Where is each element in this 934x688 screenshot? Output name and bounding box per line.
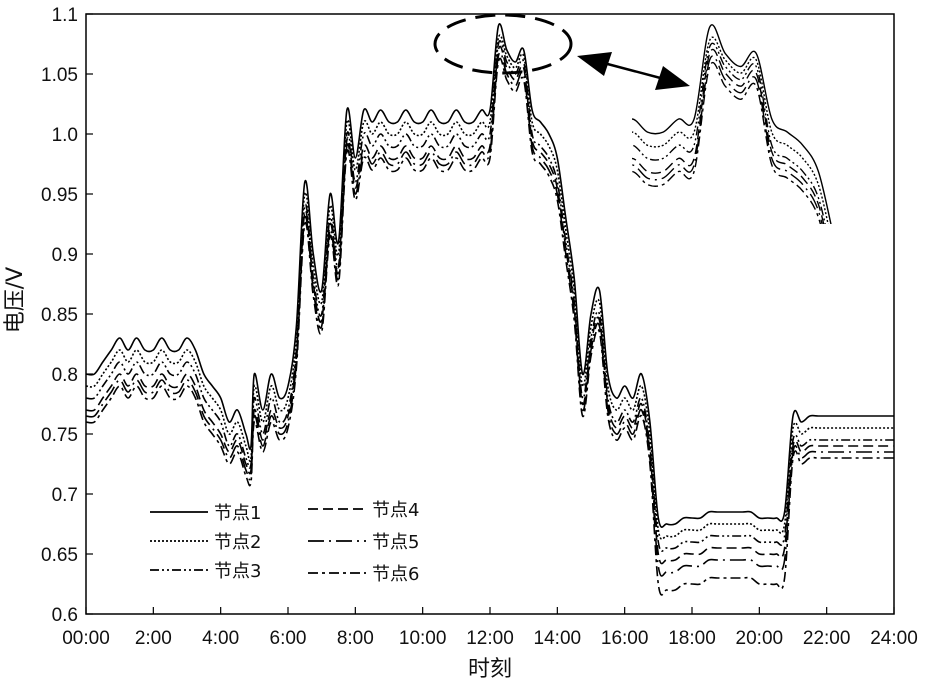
legend-label-4: 节点4 bbox=[372, 500, 419, 521]
x-tick-label: 20:00 bbox=[736, 628, 784, 649]
series-group bbox=[85, 23, 894, 596]
legend-label-6: 节点6 bbox=[372, 564, 419, 585]
inset-series-line-3 bbox=[632, 42, 826, 224]
x-tick-label: 6:00 bbox=[270, 628, 307, 649]
legend-label-3: 节点3 bbox=[214, 561, 261, 582]
plot-frame bbox=[85, 13, 895, 615]
y-tick-label: 1.0 bbox=[52, 125, 78, 146]
zoom-inset bbox=[632, 24, 832, 224]
series-line-3 bbox=[85, 40, 894, 552]
y-tick-label: 0.9 bbox=[52, 245, 78, 266]
y-tick-label: 0.65 bbox=[41, 545, 78, 566]
y-tick-label: 0.6 bbox=[52, 605, 78, 626]
legend-label-1: 节点1 bbox=[214, 503, 261, 524]
x-tick-label: 10:00 bbox=[399, 628, 447, 649]
x-axis-title: 时刻 bbox=[468, 657, 512, 682]
x-tick-label: 2:00 bbox=[135, 628, 172, 649]
x-tick-label: 00:00 bbox=[62, 628, 110, 649]
legend-label-5: 节点5 bbox=[372, 532, 419, 553]
x-tick-label: 18:00 bbox=[668, 628, 716, 649]
legend: 节点1 节点2 节点3 节点4 节点5 节点6 bbox=[150, 500, 419, 585]
inset-series-line-1 bbox=[632, 24, 832, 224]
y-tick-label: 0.7 bbox=[52, 485, 78, 506]
x-tick-label: 22:00 bbox=[803, 628, 851, 649]
plot-area bbox=[85, 13, 895, 615]
x-tick-label: 4:00 bbox=[202, 628, 239, 649]
y-tick-label: 0.85 bbox=[41, 305, 78, 326]
series-line-6 bbox=[85, 57, 894, 596]
x-tick-label: 14:00 bbox=[534, 628, 582, 649]
series-line-2 bbox=[85, 34, 894, 540]
series-line-4 bbox=[85, 45, 894, 565]
inset-series-line-4 bbox=[632, 49, 825, 224]
zoom-ellipse bbox=[433, 13, 573, 75]
legend-label-2: 节点2 bbox=[214, 532, 261, 553]
y-tick-label: 1.05 bbox=[41, 65, 78, 86]
x-tick-label: 24:00 bbox=[870, 628, 918, 649]
inset-series-line-6 bbox=[632, 62, 822, 224]
series-line-1 bbox=[85, 23, 894, 528]
x-tick-label: 12:00 bbox=[466, 628, 514, 649]
y-axis-title: 电压/V bbox=[3, 267, 28, 333]
y-tick-label: 0.95 bbox=[41, 185, 78, 206]
x-tick-label: 16:00 bbox=[601, 628, 649, 649]
inset-series-line-2 bbox=[632, 36, 829, 224]
y-tick-label: 0.75 bbox=[41, 425, 78, 446]
x-tick-label: 8:00 bbox=[337, 628, 374, 649]
inset-series-line-5 bbox=[632, 55, 823, 224]
y-tick-label: 0.8 bbox=[52, 365, 78, 386]
inset-lines bbox=[632, 24, 832, 224]
zoom-arrow bbox=[577, 52, 690, 90]
series-line-5 bbox=[85, 51, 894, 577]
y-tick-label: 1.1 bbox=[52, 5, 78, 26]
tick-group: 00:00 2:00 4:00 6:00 8:00 10:00 12:00 14:00 16:0… bbox=[41, 5, 918, 649]
